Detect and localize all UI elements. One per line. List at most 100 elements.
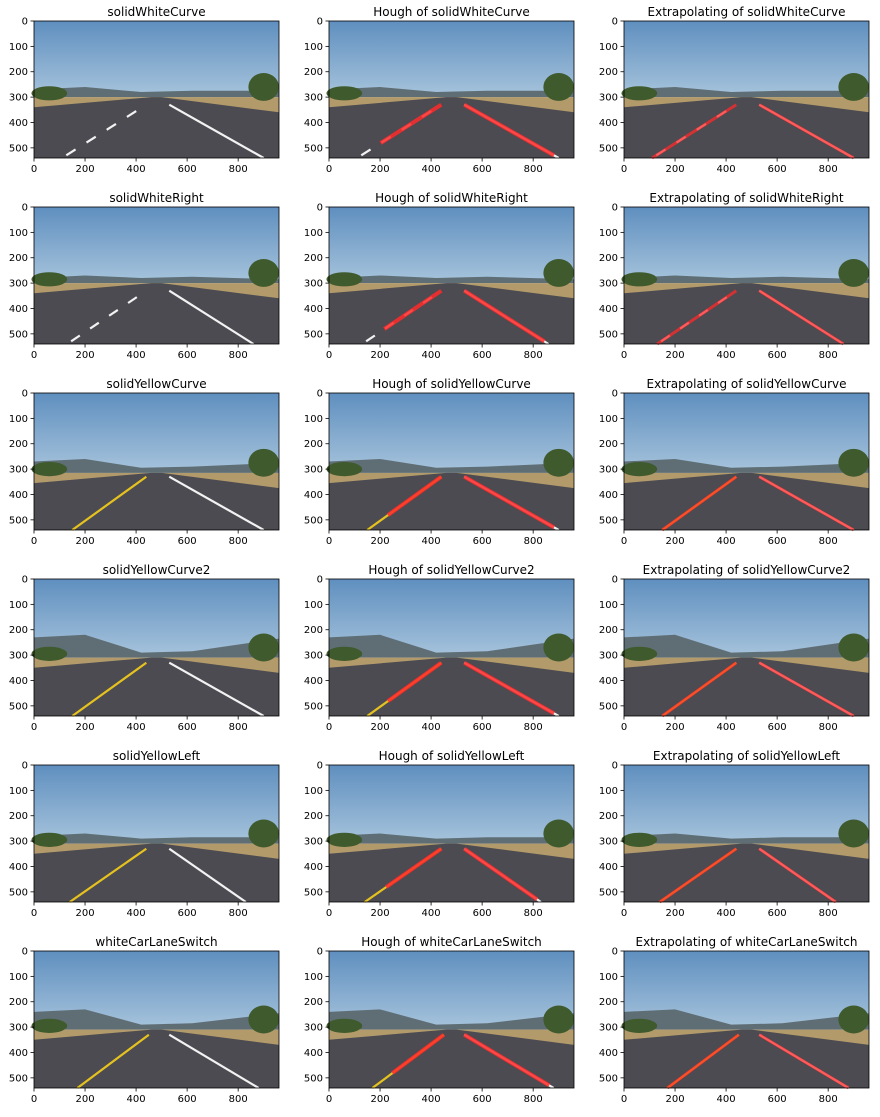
y-tick-label: 400 xyxy=(304,304,323,315)
x-tick-label: 400 xyxy=(127,164,146,175)
x-tick-label: 400 xyxy=(717,1094,736,1105)
lane-marking-left xyxy=(89,321,100,330)
lane-marking-left xyxy=(76,1033,150,1089)
y-tick-label: 100 xyxy=(304,228,323,239)
x-tick-label: 0 xyxy=(31,536,37,547)
y-tick-label: 200 xyxy=(599,811,618,822)
extrapolated-lane-left xyxy=(666,1033,740,1090)
trees xyxy=(543,73,574,101)
y-tick-label: 400 xyxy=(599,304,618,315)
x-tick-label: 0 xyxy=(31,908,37,919)
x-tick-label: 200 xyxy=(370,908,389,919)
y-tick-label: 300 xyxy=(599,1023,618,1034)
y-tick-label: 0 xyxy=(612,947,618,958)
lane-marking-left xyxy=(85,135,97,144)
x-tick-label: 600 xyxy=(178,164,197,175)
hills xyxy=(329,459,574,473)
x-tick-label: 0 xyxy=(621,536,627,547)
x-tick-label: 400 xyxy=(422,536,441,547)
hills xyxy=(624,87,869,98)
axes-frame xyxy=(623,392,870,531)
x-tick-label: 200 xyxy=(75,164,94,175)
road xyxy=(624,97,869,158)
x-tick-label: 400 xyxy=(717,164,736,175)
x-tick-label: 800 xyxy=(229,536,248,547)
hough-segment-left xyxy=(383,289,443,331)
x-tick-label: 800 xyxy=(524,164,543,175)
trees xyxy=(31,86,68,101)
y-tick-label: 200 xyxy=(9,625,28,636)
y-tick-label: 100 xyxy=(599,228,618,239)
trees xyxy=(326,646,363,661)
x-tick-label: 0 xyxy=(326,350,332,361)
trees xyxy=(543,819,574,848)
y-tick-label: 100 xyxy=(599,414,618,425)
trees xyxy=(838,259,869,287)
trees xyxy=(248,1005,279,1034)
y-tick-label: 500 xyxy=(304,515,323,526)
x-tick-label: 800 xyxy=(819,350,838,361)
hills xyxy=(329,1009,574,1030)
axes-frame xyxy=(328,764,575,903)
y-tick-label: 300 xyxy=(9,1023,28,1034)
hills xyxy=(34,634,279,658)
x-tick-label: 200 xyxy=(75,536,94,547)
x-tick-label: 200 xyxy=(665,722,684,733)
lane-marking-right xyxy=(168,661,265,717)
x-tick-label: 0 xyxy=(621,164,627,175)
x-tick-label: 0 xyxy=(31,350,37,361)
x-tick-label: 400 xyxy=(717,908,736,919)
y-tick-label: 300 xyxy=(599,279,618,290)
hills xyxy=(329,833,574,844)
y-tick-label: 400 xyxy=(599,676,618,687)
axes-frame xyxy=(33,950,280,1089)
y-tick-label: 0 xyxy=(317,203,323,214)
road xyxy=(34,472,279,530)
y-tick-label: 200 xyxy=(9,811,28,822)
y-tick-label: 400 xyxy=(9,676,28,687)
y-tick-label: 400 xyxy=(304,676,323,687)
lane-marking-left xyxy=(126,110,137,118)
panel-title: Hough of solidWhiteRight xyxy=(375,191,528,205)
panel-title: whiteCarLaneSwitch xyxy=(95,935,217,949)
trees xyxy=(621,462,658,477)
y-tick-label: 300 xyxy=(9,837,28,848)
y-tick-label: 500 xyxy=(599,143,618,154)
y-tick-label: 500 xyxy=(304,143,323,154)
y-tick-label: 100 xyxy=(9,786,28,797)
y-tick-label: 300 xyxy=(9,93,28,104)
lane-marking-right xyxy=(168,289,255,345)
y-tick-label: 100 xyxy=(599,972,618,983)
trees xyxy=(838,819,869,848)
y-tick-label: 0 xyxy=(612,575,618,586)
y-tick-label: 100 xyxy=(304,414,323,425)
y-tick-label: 200 xyxy=(304,253,323,264)
extrapolated-lane-right xyxy=(758,475,855,532)
y-tick-label: 400 xyxy=(599,862,618,873)
hills xyxy=(329,275,574,284)
x-tick-label: 200 xyxy=(370,722,389,733)
sky xyxy=(624,21,869,98)
x-tick-label: 600 xyxy=(768,1094,787,1105)
x-tick-label: 0 xyxy=(31,164,37,175)
sky xyxy=(624,207,869,284)
y-tick-label: 0 xyxy=(612,17,618,28)
trees xyxy=(326,1018,363,1033)
trees xyxy=(543,633,574,662)
trees xyxy=(248,448,279,477)
x-tick-label: 600 xyxy=(178,350,197,361)
panel-whiteCarLaneSwitch-hough: Hough of whiteCarLaneSwitch 0 200 400 600 800… xyxy=(304,935,575,1105)
y-tick-label: 500 xyxy=(599,701,618,712)
panel-title: Hough of whiteCarLaneSwitch xyxy=(361,935,542,949)
road xyxy=(329,283,574,344)
hough-segment-right xyxy=(463,847,539,901)
hough-segment-left xyxy=(385,847,443,889)
x-tick-label: 0 xyxy=(326,908,332,919)
road xyxy=(624,843,869,902)
axes-frame xyxy=(623,206,870,345)
y-tick-label: 400 xyxy=(304,862,323,873)
panel-solidWhiteCurve-extrapolated: Extrapolating of solidWhiteCurve 0 200 400 6… xyxy=(599,5,870,175)
lane-marking-left xyxy=(108,308,119,317)
y-tick-label: 400 xyxy=(304,1048,323,1059)
y-tick-label: 300 xyxy=(304,465,323,476)
